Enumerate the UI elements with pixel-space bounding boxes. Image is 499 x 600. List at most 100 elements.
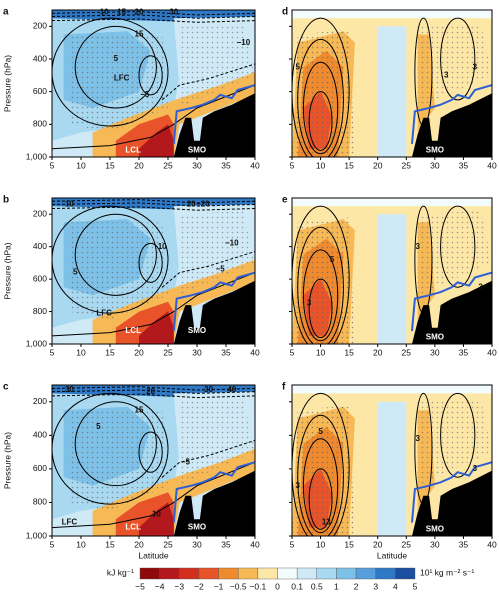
annotation: SMO bbox=[426, 524, 444, 533]
contour-line bbox=[52, 18, 255, 23]
stipple bbox=[292, 405, 355, 536]
x-tick-label: 40 bbox=[487, 539, 497, 549]
stipple bbox=[179, 398, 255, 486]
field-region bbox=[139, 124, 174, 157]
y-tick-label: 400 bbox=[33, 241, 47, 251]
x-tick-label: 25 bbox=[402, 539, 412, 549]
contour-line bbox=[292, 392, 350, 536]
x-tick-label: 30 bbox=[430, 160, 440, 170]
colorbar-cell bbox=[296, 567, 317, 580]
stipple bbox=[292, 217, 355, 344]
colorbar-tick-label: −3 bbox=[174, 581, 184, 591]
contour-line bbox=[52, 17, 169, 127]
field-region bbox=[377, 214, 407, 344]
x-tick-label: 35 bbox=[221, 160, 231, 170]
contour-line bbox=[52, 393, 255, 399]
x-tick-label: 10 bbox=[76, 539, 86, 549]
x-tick-label: 15 bbox=[105, 160, 115, 170]
annotation: 10 bbox=[100, 8, 109, 17]
y-tick-label: 800 bbox=[33, 119, 47, 129]
colorbar-cell bbox=[277, 567, 298, 580]
colorbar-cell bbox=[375, 567, 396, 580]
x-tick-label: 20 bbox=[373, 539, 383, 549]
y-tick-label: 200 bbox=[33, 21, 47, 31]
contour-line bbox=[52, 202, 255, 207]
contour-line bbox=[292, 205, 350, 344]
y-tick-label: 400 bbox=[33, 430, 47, 440]
annotation: SMO bbox=[426, 333, 444, 342]
x-axis-label: Latitude bbox=[377, 550, 408, 560]
annotation: 20 bbox=[135, 8, 144, 17]
annotation: 5 bbox=[114, 54, 119, 63]
contour-line bbox=[297, 38, 344, 157]
stipple bbox=[179, 23, 255, 109]
annotation: LCL bbox=[125, 326, 141, 335]
x-tick-label: 5 bbox=[50, 347, 55, 357]
smo-outline bbox=[411, 271, 492, 332]
colorbar-tick-label: −5 bbox=[135, 581, 145, 591]
x-tick-label: 35 bbox=[459, 160, 469, 170]
smo-outline bbox=[411, 84, 492, 144]
annotation: 10 bbox=[65, 200, 74, 209]
annotation: −5 bbox=[181, 457, 191, 466]
colorbar-unit-right: 10¹ kg m⁻² s⁻¹ bbox=[420, 567, 474, 577]
x-tick-label: 10 bbox=[76, 347, 86, 357]
y-tick-label: 600 bbox=[33, 273, 47, 283]
annotation: LFC bbox=[96, 308, 112, 317]
x-tick-label: 15 bbox=[344, 160, 354, 170]
contour-line bbox=[161, 63, 255, 101]
panel: 5 10 15 20 25 30 35 40 d SMO 5 3 3 bbox=[282, 7, 497, 171]
stipple bbox=[69, 410, 168, 511]
x-tick-label: 40 bbox=[487, 160, 497, 170]
contour-line bbox=[52, 199, 255, 204]
y-tick-label: 1,000 bbox=[26, 530, 48, 540]
annotation: −5 bbox=[140, 90, 150, 99]
y-axis-label: Pressure (hPa) bbox=[2, 432, 12, 489]
x-tick-label: 5 bbox=[290, 539, 295, 549]
contour-line bbox=[161, 439, 255, 478]
stipple bbox=[69, 222, 168, 320]
contour-line bbox=[308, 91, 333, 151]
contour-line bbox=[52, 206, 255, 211]
colorbar-cell bbox=[159, 567, 180, 580]
y-tick-label: 600 bbox=[33, 86, 47, 96]
x-tick-label: 20 bbox=[373, 347, 383, 357]
smo-mountain bbox=[173, 470, 255, 536]
colorbar-cell bbox=[198, 567, 219, 580]
annotation: 3 bbox=[415, 434, 420, 443]
contour-line bbox=[52, 389, 255, 394]
contour-line bbox=[52, 11, 255, 16]
annotation: 5 bbox=[73, 268, 78, 277]
contour-line bbox=[52, 14, 255, 19]
x-tick-label: 10 bbox=[76, 160, 86, 170]
y-tick-label: 200 bbox=[33, 396, 47, 406]
colorbar-cell bbox=[179, 567, 200, 580]
annotation: 3 bbox=[307, 299, 312, 308]
field-region bbox=[377, 401, 407, 536]
panel: 5 10 15 20 25 30 35 402004006008001,000cPressur… bbox=[2, 382, 260, 561]
annotation: 30 bbox=[65, 385, 74, 394]
x-tick-label: 40 bbox=[250, 347, 260, 357]
contour-line bbox=[302, 249, 339, 342]
field bbox=[292, 198, 492, 344]
plot-frame bbox=[51, 9, 256, 158]
x-tick-label: 30 bbox=[430, 539, 440, 549]
annotation: 13 bbox=[322, 518, 331, 527]
colorbar-cell bbox=[139, 567, 160, 580]
contour-line bbox=[74, 401, 157, 487]
smo-outline bbox=[172, 84, 255, 144]
smo-mountain bbox=[412, 280, 492, 344]
contour-line bbox=[440, 17, 476, 101]
y-tick-label: 200 bbox=[33, 208, 47, 218]
contour-line bbox=[138, 55, 163, 96]
x-tick-label: 30 bbox=[192, 539, 202, 549]
x-tick-label: 25 bbox=[163, 160, 173, 170]
contour-line bbox=[52, 84, 255, 150]
smo-mountain bbox=[173, 280, 255, 344]
y-tick-label: 800 bbox=[33, 497, 47, 507]
x-tick-label: 25 bbox=[163, 347, 173, 357]
stipple bbox=[69, 34, 168, 133]
contour-line bbox=[297, 226, 344, 344]
annotation: 15 bbox=[117, 8, 126, 17]
